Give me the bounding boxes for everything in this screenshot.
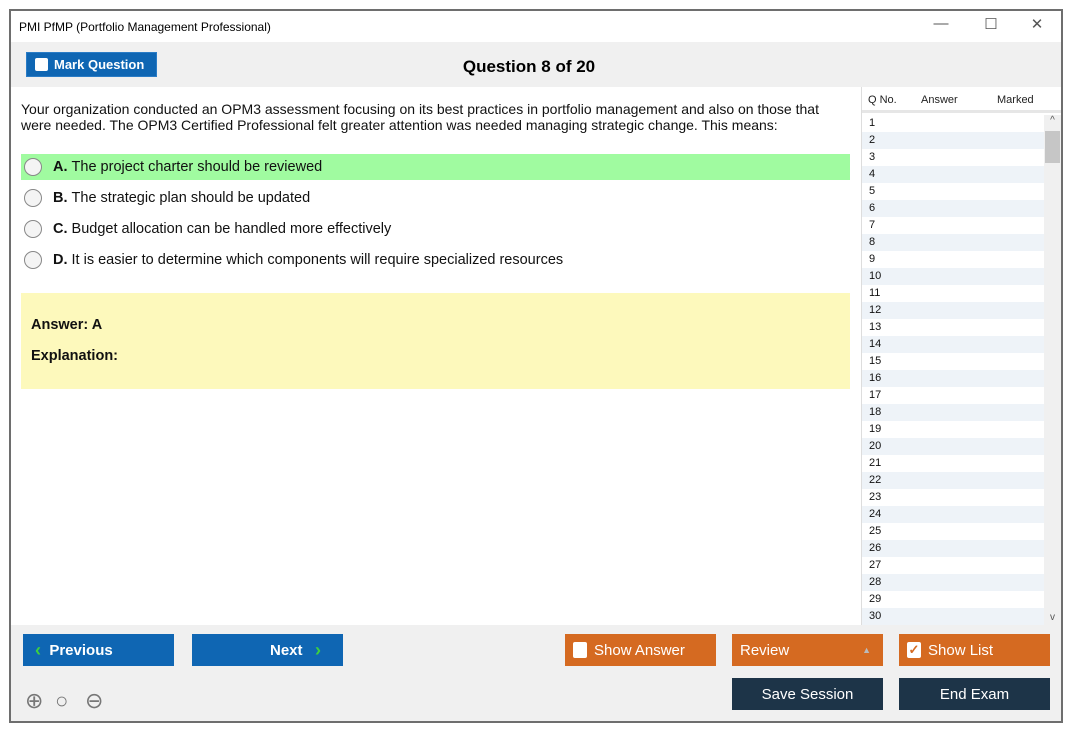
mark-question-button[interactable]: Mark Question: [26, 52, 157, 77]
radio-icon[interactable]: [24, 251, 42, 269]
show-list-label: Show List: [928, 641, 994, 659]
list-row[interactable]: 2: [862, 132, 1044, 149]
list-header: Q No. Answer Marked: [862, 87, 1061, 113]
question-list: Q No. Answer Marked 1 2 3 4 5 6 7 8 9 10 11 12 13 14 1…: [861, 87, 1061, 625]
list-row[interactable]: 16: [862, 370, 1044, 387]
scroll-up-icon[interactable]: ^: [1050, 115, 1055, 126]
previous-label: Previous: [49, 641, 113, 659]
save-session-button[interactable]: Save Session: [732, 678, 883, 710]
radio-icon[interactable]: [24, 158, 42, 176]
question-text: Your organization conducted an OPM3 asse…: [21, 101, 819, 133]
title-bar: PMI PfMP (Portfolio Management Professio…: [11, 11, 1061, 42]
option-letter: A.: [53, 159, 68, 175]
option-text: The project charter should be reviewed: [71, 159, 323, 175]
list-row[interactable]: 1: [869, 117, 876, 129]
list-row[interactable]: 23: [869, 491, 882, 503]
list-row[interactable]: 29: [869, 593, 882, 605]
caret-up-icon: ▲: [862, 645, 871, 655]
close-button[interactable]: ✕: [1030, 16, 1044, 33]
option-text: Budget allocation can be handled more ef…: [71, 221, 392, 237]
option-letter: D.: [53, 252, 68, 268]
checkmark-icon[interactable]: ✓: [907, 642, 921, 658]
toolbar: Mark Question Question 8 of 20: [11, 42, 1061, 87]
zoom-in-icon[interactable]: ⊕: [25, 688, 44, 713]
list-row[interactable]: 27: [869, 559, 882, 571]
list-row[interactable]: 20: [862, 438, 1044, 455]
list-row[interactable]: 5: [869, 185, 876, 197]
next-button[interactable]: Next ›: [192, 634, 343, 666]
radio-icon[interactable]: [24, 189, 42, 207]
scroll-down-icon[interactable]: v: [1050, 612, 1055, 623]
list-row[interactable]: 10: [862, 268, 1044, 285]
question-area: Your organization conducted an OPM3 asse…: [11, 87, 861, 625]
previous-button[interactable]: ‹ Previous: [23, 634, 174, 666]
list-row[interactable]: 13: [869, 321, 882, 333]
header-answer[interactable]: Answer: [921, 94, 958, 106]
show-answer-label: Show Answer: [594, 641, 685, 659]
list-row[interactable]: 7: [869, 219, 876, 231]
list-row[interactable]: 19: [869, 423, 882, 435]
list-row[interactable]: 14: [862, 336, 1044, 353]
header-qno[interactable]: Q No.: [868, 94, 897, 106]
chevron-left-icon: ‹: [35, 639, 41, 660]
option-letter: B.: [53, 190, 68, 206]
question-title: Question 8 of 20: [462, 57, 596, 76]
scrollbar[interactable]: ^ v: [1044, 115, 1061, 625]
list-row[interactable]: 22: [862, 472, 1044, 489]
option-c[interactable]: C. Budget allocation can be handled more…: [21, 216, 850, 242]
list-row[interactable]: 9: [869, 253, 876, 265]
option-d[interactable]: D. It is easier to determine which compo…: [21, 247, 850, 273]
list-row[interactable]: 6: [862, 200, 1044, 217]
option-a[interactable]: A. The project charter should be reviewe…: [21, 154, 850, 180]
option-text: The strategic plan should be updated: [71, 190, 311, 206]
mark-question-label: Mark Question: [54, 57, 145, 72]
list-row[interactable]: 21: [869, 457, 882, 469]
list-row[interactable]: 15: [869, 355, 882, 367]
list-rows: 1 2 3 4 5 6 7 8 9 10 11 12 13 14 15 16 17 18 19 20 21 22 23 24 2…: [862, 115, 1044, 625]
explanation-label: Explanation:: [31, 348, 119, 364]
chevron-right-icon: ›: [315, 639, 322, 660]
review-dropdown[interactable]: Review ▲: [732, 634, 883, 666]
list-row[interactable]: 17: [869, 389, 882, 401]
option-letter: C.: [53, 221, 68, 237]
scroll-thumb[interactable]: [1045, 131, 1060, 163]
maximize-button[interactable]: ☐: [984, 16, 998, 33]
list-row[interactable]: 8: [862, 234, 1044, 251]
list-row[interactable]: 11: [869, 287, 881, 299]
answer-label: Answer: A: [31, 317, 103, 333]
list-row[interactable]: 3: [869, 151, 876, 163]
answer-box: Answer: A Explanation:: [21, 293, 850, 389]
header-marked[interactable]: Marked: [997, 94, 1034, 106]
review-label: Review: [740, 641, 790, 659]
app-window: PMI PfMP (Portfolio Management Professio…: [9, 9, 1063, 723]
end-exam-button[interactable]: End Exam: [899, 678, 1050, 710]
list-row[interactable]: 24: [862, 506, 1044, 523]
show-list-button[interactable]: ✓ Show List: [899, 634, 1050, 666]
zoom-reset-icon[interactable]: ○: [55, 688, 69, 713]
zoom-out-icon[interactable]: ⊖: [85, 688, 104, 713]
checkbox-icon: [35, 58, 48, 71]
option-text: It is easier to determine which componen…: [71, 252, 564, 268]
list-row[interactable]: 26: [862, 540, 1044, 557]
option-b[interactable]: B. The strategic plan should be updated: [21, 185, 850, 211]
list-row[interactable]: 30: [862, 608, 1044, 625]
radio-icon[interactable]: [24, 220, 42, 238]
next-label: Next: [270, 641, 303, 659]
list-row[interactable]: 18: [862, 404, 1044, 421]
show-answer-button[interactable]: Show Answer: [565, 634, 716, 666]
window-title: PMI PfMP (Portfolio Management Professio…: [19, 20, 271, 34]
checkbox-icon[interactable]: [573, 642, 587, 658]
minimize-button[interactable]: —: [933, 15, 949, 32]
list-row[interactable]: 25: [869, 525, 882, 537]
list-row[interactable]: 12: [862, 302, 1044, 319]
list-row[interactable]: 28: [862, 574, 1044, 591]
list-row[interactable]: 4: [862, 166, 1044, 183]
